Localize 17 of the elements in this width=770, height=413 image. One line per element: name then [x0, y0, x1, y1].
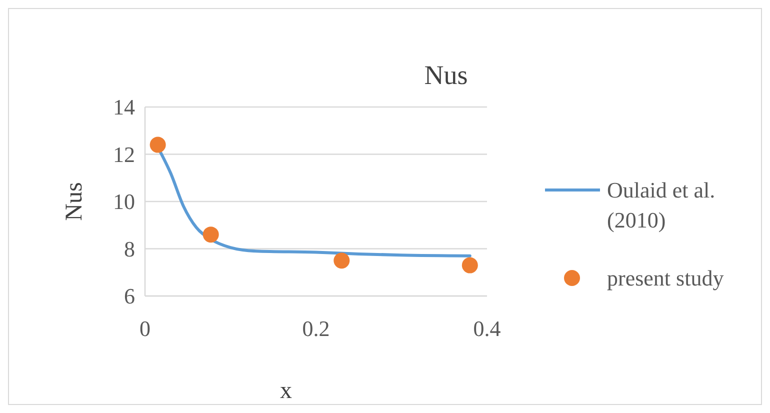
y-tick-label: 10	[113, 189, 135, 214]
chart-title: Nus	[424, 60, 468, 90]
x-tick-label: 0.2	[302, 316, 330, 341]
legend-label: present study	[607, 266, 724, 291]
y-axis-title: Nus	[61, 182, 88, 221]
point	[150, 136, 166, 153]
y-tick-label: 6	[124, 284, 135, 309]
x-tick-label: 0.4	[473, 316, 501, 341]
point	[462, 257, 478, 274]
point	[334, 252, 350, 269]
point	[202, 226, 219, 243]
x-tick-label: 0	[140, 316, 150, 341]
y-tick-label: 12	[113, 142, 135, 167]
y-tick-label: 8	[124, 236, 135, 262]
y-tick-label: 14	[113, 94, 135, 120]
legend-label: Oulaid et al. (2010)	[607, 178, 716, 233]
x-axis-title: x	[280, 378, 292, 404]
